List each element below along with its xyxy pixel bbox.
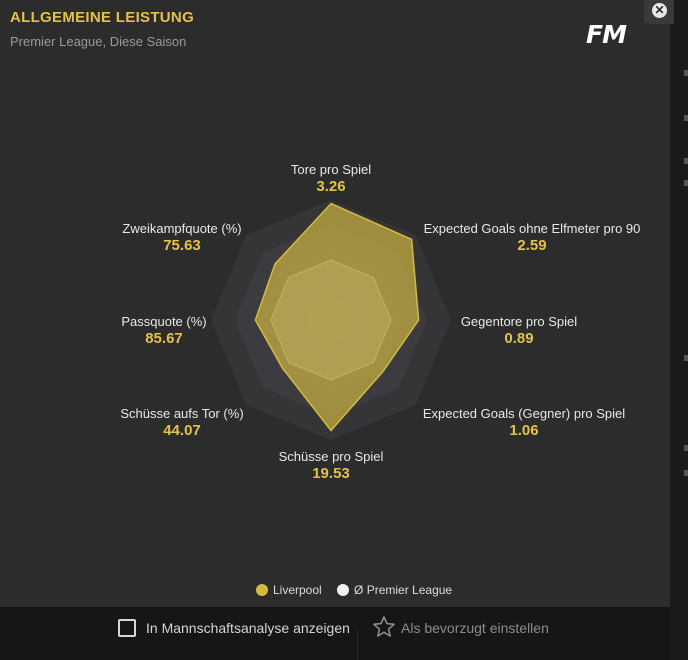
set-favorite-label[interactable]: Als bevorzugt einstellen — [401, 620, 549, 636]
axis-name: Gegentore pro Spiel — [460, 314, 578, 329]
background-marker — [684, 180, 688, 186]
legend-label: Liverpool — [273, 583, 322, 597]
axis-name: Tore pro Spiel — [290, 162, 372, 177]
legend-item-league-average: Ø Premier League — [337, 583, 452, 597]
legend-label: Ø Premier League — [354, 583, 453, 597]
axis-label: Expected Goals (Gegner) pro Spiel 1.06 — [404, 406, 644, 440]
chart-legend: Liverpool Ø Premier League — [256, 583, 464, 599]
checkbox-label[interactable]: In Mannschaftsanalyse anzeigen — [146, 620, 350, 636]
axis-value: 3.26 — [316, 178, 346, 195]
star-icon[interactable] — [372, 615, 396, 639]
fm-logo: FM — [586, 20, 627, 49]
background-marker — [684, 355, 688, 361]
background-marker — [684, 70, 688, 76]
axis-name: Expected Goals ohne Elfmeter pro 90 — [423, 221, 641, 236]
background-marker — [684, 445, 688, 451]
axis-value: 2.59 — [517, 237, 547, 254]
axis-label: Schüsse pro Spiel 19.53 — [211, 449, 451, 483]
axis-value: 75.63 — [163, 237, 201, 254]
show-in-team-analysis-checkbox[interactable] — [118, 619, 136, 637]
axis-name: Schüsse pro Spiel — [278, 449, 384, 464]
footer-divider — [357, 630, 358, 660]
page-subtitle: Premier League, Diese Saison — [10, 34, 187, 49]
background-strip — [670, 0, 688, 660]
close-icon: ✕ — [652, 3, 667, 18]
axis-value: 19.53 — [312, 465, 350, 482]
footer-bar — [0, 607, 670, 660]
axis-name: Zweikampfquote (%) — [122, 221, 242, 236]
axis-value: 85.67 — [145, 330, 183, 347]
axis-value: 0.89 — [504, 330, 534, 347]
legend-item-liverpool: Liverpool — [256, 583, 322, 597]
axis-label: Expected Goals ohne Elfmeter pro 90 2.59 — [412, 221, 652, 255]
axis-value: 44.07 — [163, 422, 201, 439]
axis-label: Gegentore pro Spiel 0.89 — [399, 314, 639, 348]
axis-name: Passquote (%) — [121, 314, 207, 329]
axis-label: Schüsse aufs Tor (%) 44.07 — [62, 406, 302, 440]
series-area-liverpool — [254, 202, 420, 432]
background-marker — [684, 158, 688, 164]
axis-label: Passquote (%) 85.67 — [44, 314, 284, 348]
legend-dot-league-average — [337, 584, 350, 596]
axis-label: Zweikampfquote (%) 75.63 — [62, 221, 302, 255]
axis-name: Expected Goals (Gegner) pro Spiel — [422, 406, 626, 421]
close-button[interactable]: ✕ — [644, 0, 674, 24]
legend-dot-liverpool — [256, 584, 268, 596]
axis-value: 1.06 — [509, 422, 539, 439]
background-marker — [684, 115, 688, 121]
axis-label: Tore pro Spiel 3.26 — [211, 162, 451, 196]
radar-series — [254, 202, 420, 432]
page-title: ALLGEMEINE LEISTUNG — [10, 9, 195, 26]
axis-name: Schüsse aufs Tor (%) — [120, 406, 244, 421]
background-marker — [684, 470, 688, 476]
